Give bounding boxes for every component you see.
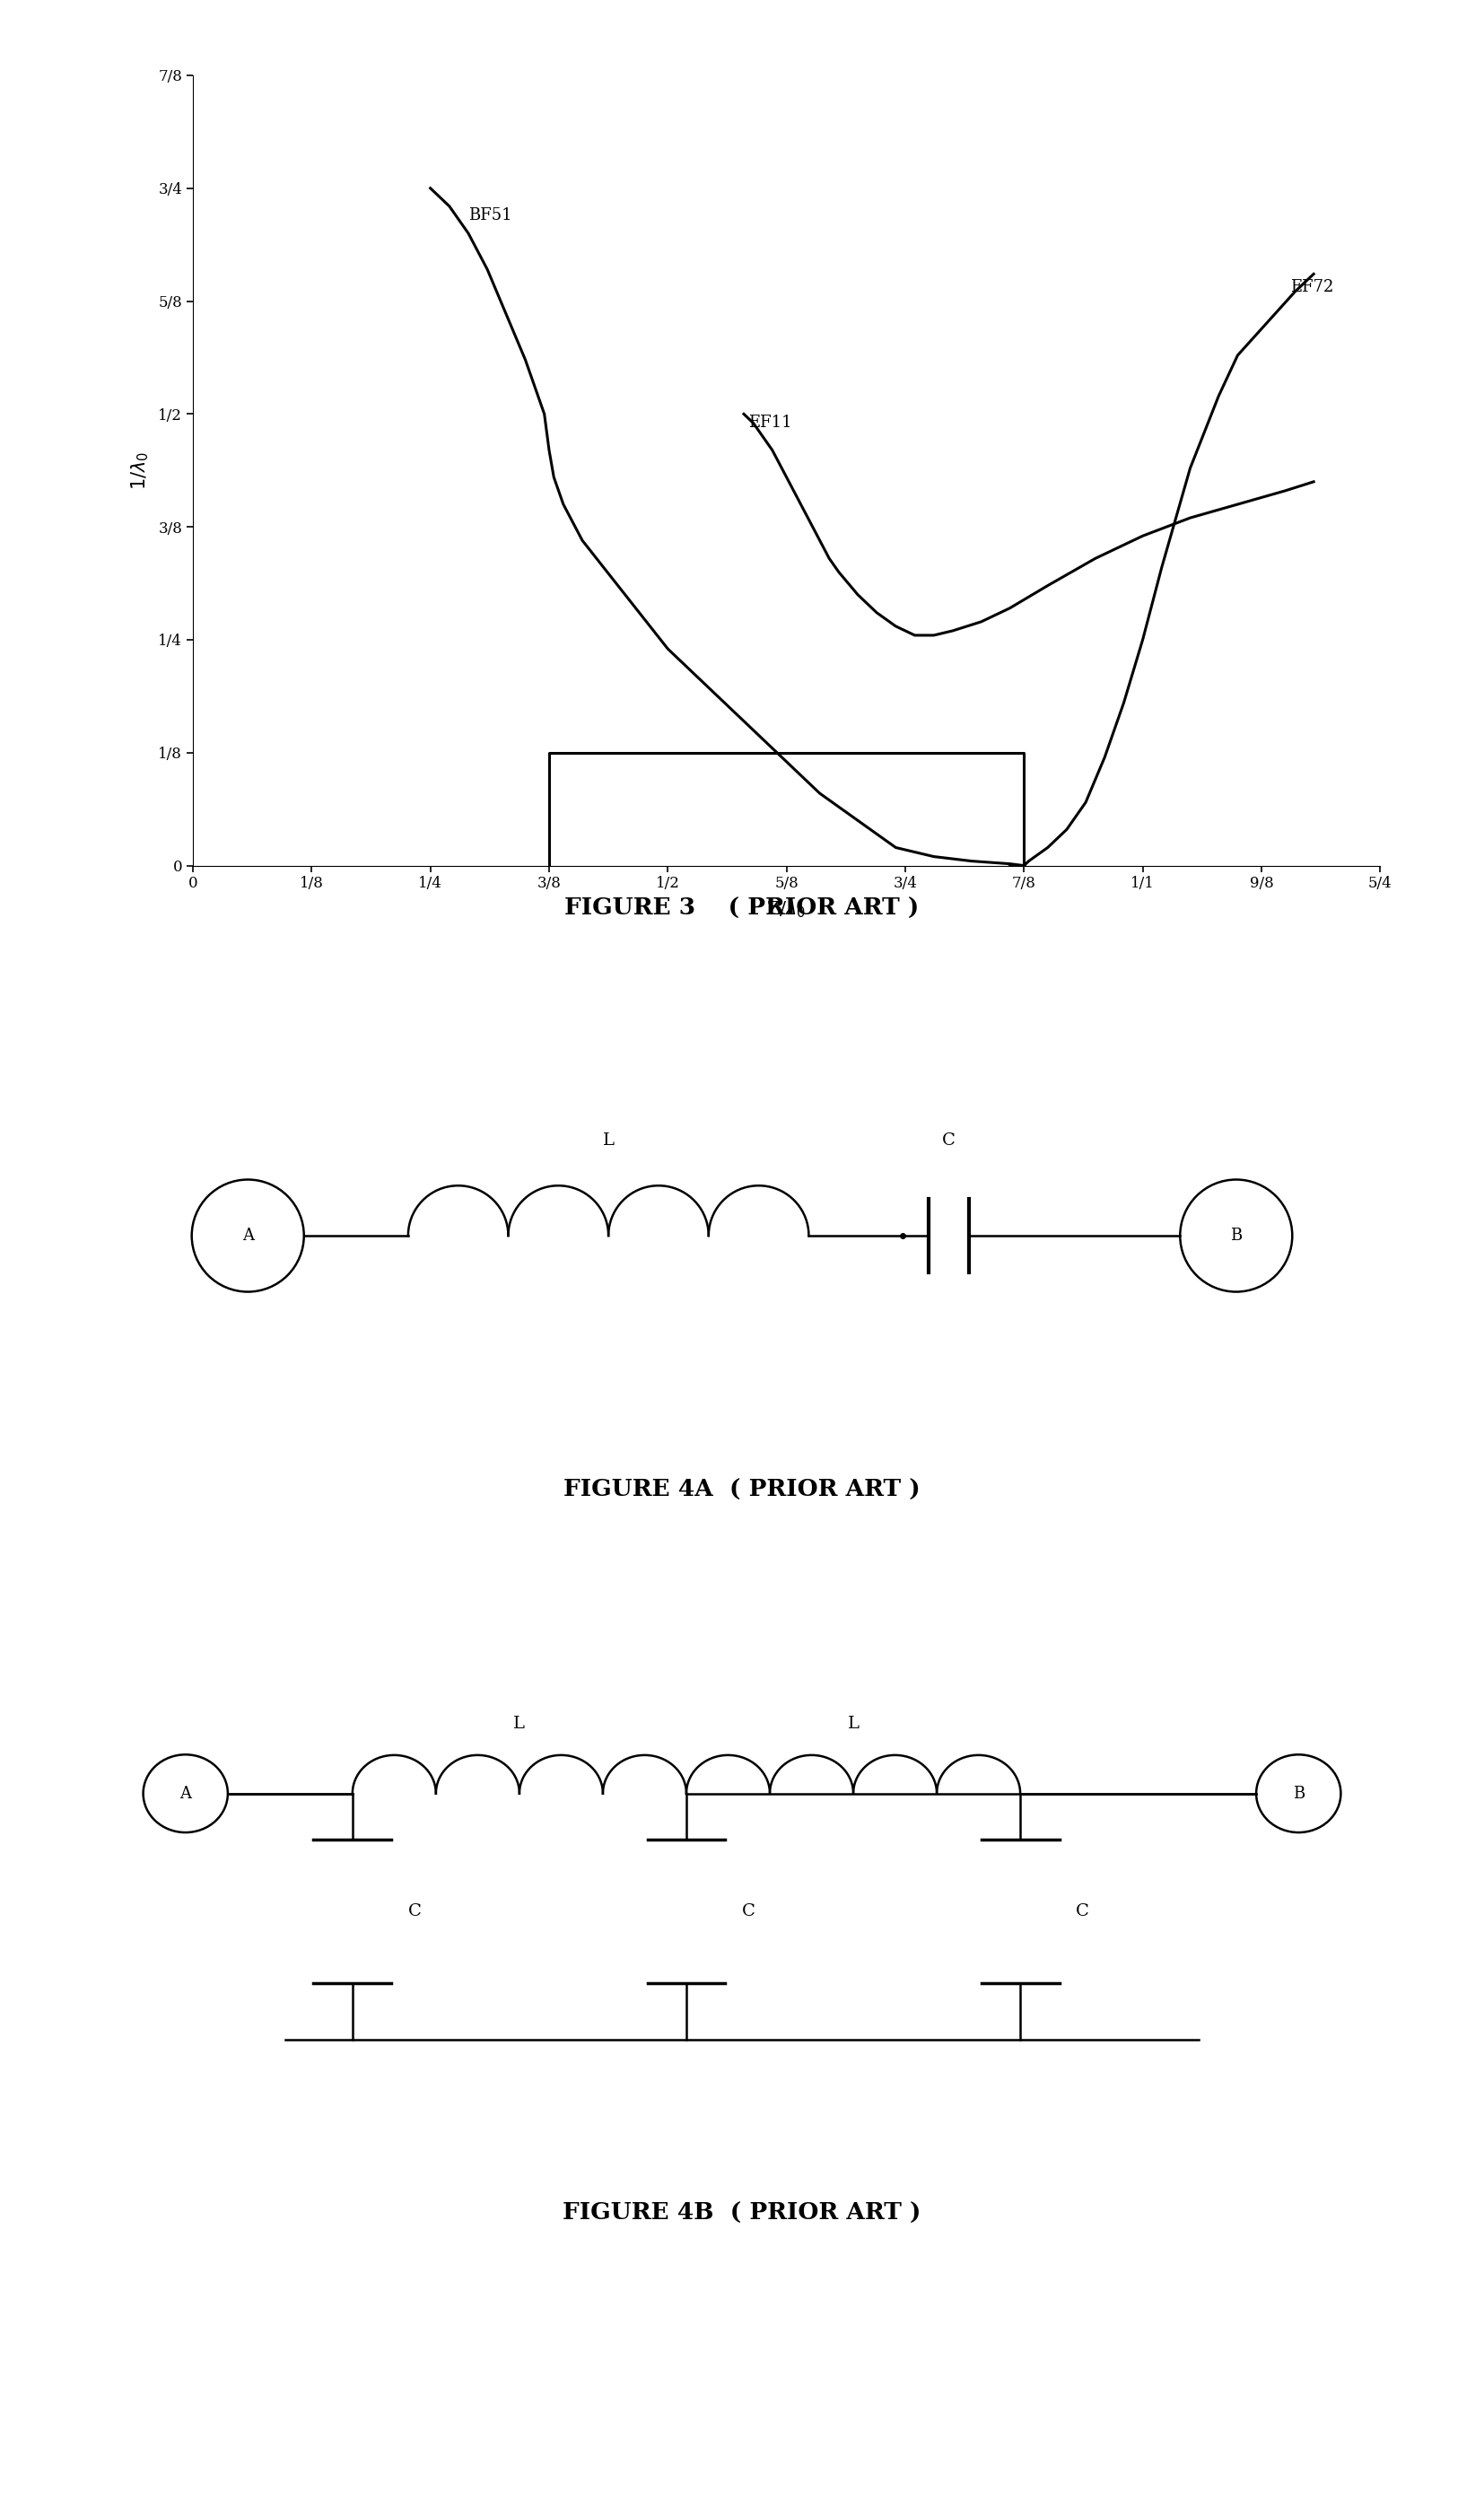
X-axis label: Z/$\lambda_0$: Z/$\lambda_0$ — [767, 898, 806, 921]
Text: C: C — [1076, 1904, 1089, 1919]
Text: C: C — [942, 1132, 956, 1149]
Text: FIGURE 4A  ( PRIOR ART ): FIGURE 4A ( PRIOR ART ) — [564, 1480, 920, 1500]
Text: FIGURE 4B  ( PRIOR ART ): FIGURE 4B ( PRIOR ART ) — [562, 2203, 922, 2223]
Text: A: A — [242, 1227, 254, 1244]
Text: L: L — [513, 1716, 525, 1731]
Text: BF51: BF51 — [469, 208, 512, 223]
Text: EF11: EF11 — [748, 414, 792, 432]
Text: FIGURE 3    ( PRIOR ART ): FIGURE 3 ( PRIOR ART ) — [565, 898, 919, 918]
Text: L: L — [603, 1132, 614, 1149]
Text: L: L — [847, 1716, 859, 1731]
Text: EF72: EF72 — [1290, 278, 1333, 296]
Text: B: B — [1230, 1227, 1242, 1244]
Text: A: A — [180, 1786, 191, 1801]
Y-axis label: $1/\lambda_0$: $1/\lambda_0$ — [129, 452, 151, 489]
Text: C: C — [742, 1904, 755, 1919]
Text: B: B — [1293, 1786, 1304, 1801]
Text: C: C — [408, 1904, 421, 1919]
